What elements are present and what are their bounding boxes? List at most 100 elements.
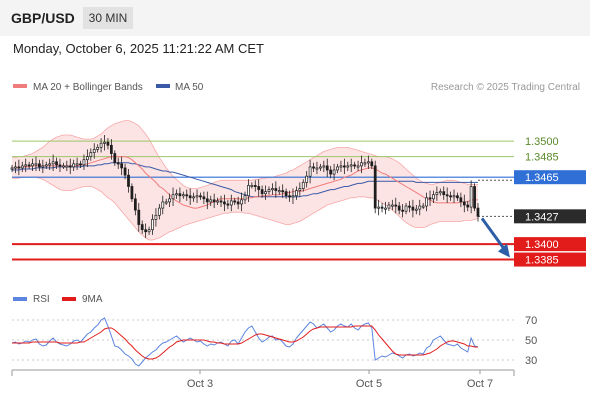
candle-body <box>253 185 257 187</box>
candle-body <box>65 165 69 168</box>
x-tick-label: Oct 5 <box>356 378 382 390</box>
candle-body <box>154 214 158 220</box>
candle-body <box>216 200 219 203</box>
candle-body <box>48 163 52 166</box>
candle-body <box>171 194 175 200</box>
candle <box>209 195 213 207</box>
candle <box>312 162 315 173</box>
candle <box>243 191 247 204</box>
bollinger-upper-line <box>12 120 478 189</box>
candle <box>223 194 226 212</box>
candle-body <box>435 192 439 196</box>
candle-body <box>411 206 415 211</box>
candle-body <box>373 165 377 209</box>
candle-body <box>277 190 281 193</box>
resistance-label: 1.3485 <box>525 152 559 164</box>
resistance-label: 1.3500 <box>525 136 559 148</box>
candle-body <box>14 166 17 169</box>
candle <box>339 160 343 173</box>
bollinger-lower-line <box>12 176 479 241</box>
candle-body <box>356 165 360 168</box>
candle <box>428 190 432 207</box>
candle <box>195 189 199 203</box>
candle-body <box>462 201 466 206</box>
candle-body <box>137 209 141 225</box>
candle <box>82 154 86 170</box>
candle <box>408 200 411 213</box>
candle-body <box>370 161 374 167</box>
candle <box>274 181 278 198</box>
candle <box>58 158 62 173</box>
candle <box>363 158 367 167</box>
candle-body <box>151 219 154 231</box>
candle-body <box>82 159 86 166</box>
support-label-box <box>514 252 586 267</box>
candle-body <box>113 153 117 164</box>
candle <box>271 183 274 195</box>
candle-body <box>140 224 144 231</box>
candle <box>452 189 456 203</box>
candle <box>240 192 243 212</box>
candle-body <box>10 167 14 170</box>
rsi-line <box>11 317 479 367</box>
candle-body <box>315 167 319 170</box>
candle-body <box>312 166 315 169</box>
candle-body <box>236 201 240 205</box>
candle-body <box>264 191 267 195</box>
candle-body <box>473 186 476 209</box>
candle <box>442 186 446 200</box>
candle <box>168 193 171 208</box>
candle-body <box>336 166 339 171</box>
rsi-lines <box>11 317 479 367</box>
candle-body <box>380 206 384 209</box>
candle <box>414 205 418 215</box>
candle <box>96 144 100 153</box>
candle-body <box>459 197 463 203</box>
candle-body <box>325 165 329 171</box>
candle <box>175 189 178 199</box>
candle <box>401 203 404 218</box>
candle-body <box>418 205 422 210</box>
timeframe-button[interactable]: 30 MIN <box>83 7 133 29</box>
candle-body <box>349 164 353 167</box>
candle-body <box>17 166 21 169</box>
rsi-ma-legend-label: 9MA <box>82 294 103 305</box>
candle <box>154 208 158 227</box>
candle-body <box>404 205 408 212</box>
candle <box>353 161 357 169</box>
datetime-label: Monday, October 6, 2025 11:21:22 AM CET <box>13 41 264 56</box>
current-price-label: 1.3427 <box>525 211 559 223</box>
candle-body <box>72 163 76 168</box>
candle-body <box>394 204 398 207</box>
candle-body <box>202 196 206 200</box>
rsi-ma-line <box>12 325 478 360</box>
candle-body <box>75 163 79 166</box>
candle-body <box>99 142 103 148</box>
candle <box>380 202 384 213</box>
candle-body <box>240 199 243 205</box>
candle <box>137 202 141 232</box>
candle-body <box>274 188 278 191</box>
candle <box>236 196 240 210</box>
candle <box>346 161 350 172</box>
candle <box>456 192 459 201</box>
candle-body <box>89 152 93 157</box>
candle <box>130 183 134 202</box>
candle-body <box>456 195 459 199</box>
candle <box>127 168 130 193</box>
candle-body <box>109 144 113 154</box>
candle <box>44 161 48 169</box>
candle <box>164 198 168 205</box>
candle-body <box>44 164 48 167</box>
candle-body <box>68 165 72 168</box>
candle-body <box>466 204 470 208</box>
candle <box>219 195 223 208</box>
rsi-legend: RSI 9MA <box>13 294 103 305</box>
legend: MA 20 + Bollinger Bands MA 50 Research ©… <box>13 82 580 93</box>
candle-body <box>322 165 326 168</box>
candle-body <box>229 200 233 206</box>
candle <box>123 163 127 180</box>
candle-body <box>133 198 137 211</box>
candle <box>17 159 21 176</box>
candle <box>384 201 387 215</box>
